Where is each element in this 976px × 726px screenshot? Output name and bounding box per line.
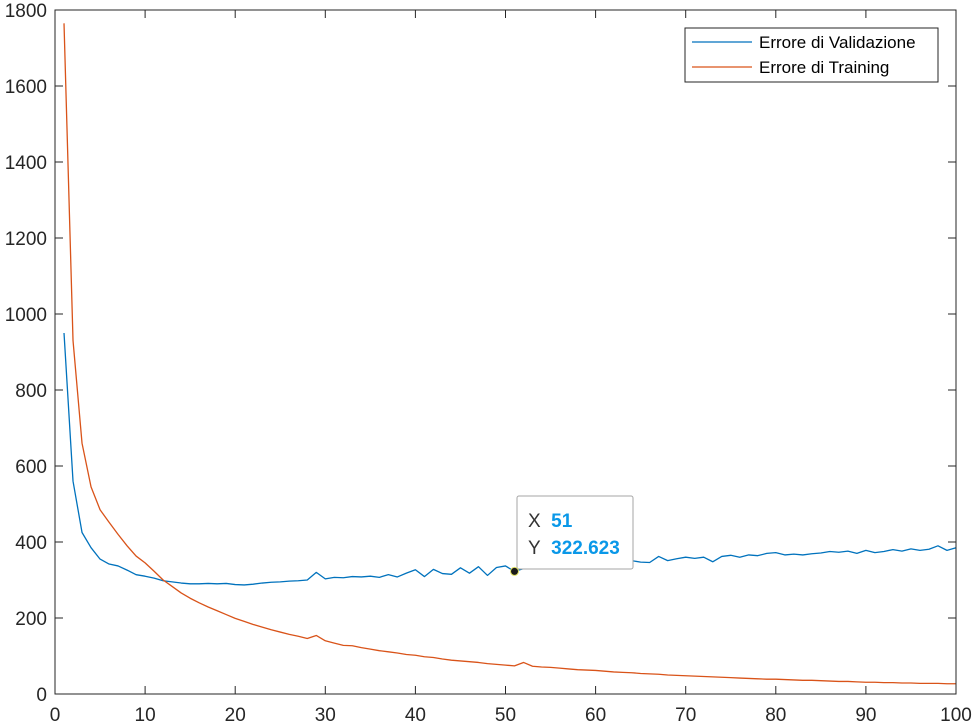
y-tick-label: 400: [15, 533, 47, 554]
y-tick-label: 0: [36, 685, 47, 706]
x-tick-label: 60: [585, 705, 606, 726]
datatip[interactable]: X 51 Y 322.623: [510, 495, 634, 576]
legend-label-validazione: Errore di Validazione: [759, 33, 916, 52]
x-tick-label: 50: [495, 705, 516, 726]
x-tick-label: 90: [855, 705, 876, 726]
x-tick-label: 80: [765, 705, 786, 726]
datatip-y-value: 322.623: [551, 538, 620, 559]
legend-label-training: Errore di Training: [759, 58, 889, 77]
y-tick-label: 1400: [5, 153, 47, 174]
y-tick-label: 1000: [5, 305, 47, 326]
legend-box: [684, 27, 939, 83]
plot-frame: [54, 9, 957, 695]
datatip-box: [516, 495, 634, 570]
datatip-x-line: X 51: [528, 511, 573, 532]
y-tick-label: 1600: [5, 77, 47, 98]
plot-background: [55, 10, 956, 694]
series-line-training: [63, 23, 956, 685]
y-tick-label: 600: [15, 457, 47, 478]
x-tick-label: 0: [50, 705, 61, 726]
axis-ticks: 0 10 20 30 40 50 60 70 80 90 100020040060080010001…: [5, 1, 972, 726]
x-tick-label: 20: [225, 705, 246, 726]
x-tick-label: 70: [675, 705, 696, 726]
y-tick-label: 200: [15, 609, 47, 630]
y-tick-label: 1800: [5, 1, 47, 22]
x-tick-label: 40: [405, 705, 426, 726]
series-lines: [63, 23, 957, 685]
x-tick-label: 100: [940, 705, 972, 726]
y-tick-label: 1200: [5, 229, 47, 250]
datatip-x-value: 51: [551, 511, 573, 532]
datatip-y-key: Y: [528, 538, 541, 559]
datatip-y-line: Y 322.623: [528, 538, 620, 559]
y-tick-label: 800: [15, 381, 47, 402]
x-tick-label: 10: [135, 705, 156, 726]
series-line-validazione: [63, 332, 957, 586]
legend[interactable]: Errore di Validazione Errore di Training: [684, 27, 939, 83]
datatip-marker[interactable]: [510, 566, 520, 576]
x-tick-label: 30: [315, 705, 336, 726]
datatip-x-key: X: [528, 511, 541, 532]
